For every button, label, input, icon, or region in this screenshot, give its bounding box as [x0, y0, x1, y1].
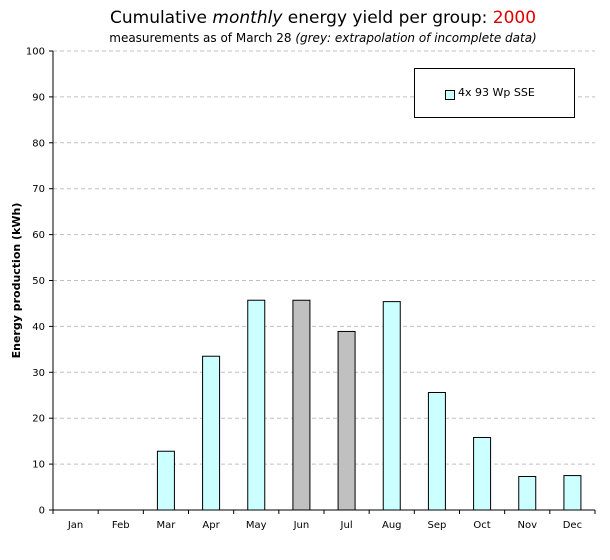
bar	[518, 475, 537, 511]
bar	[563, 475, 582, 511]
bar	[473, 436, 492, 511]
y-axis-label: Energy production (kWh)	[10, 203, 23, 359]
title-emphasis: monthly	[212, 8, 283, 28]
subtitle-text: measurements as of March 28	[109, 31, 292, 45]
subtitle-note: (grey: extrapolation of incomplete data)	[295, 31, 537, 45]
title-year: 2000	[492, 8, 537, 28]
x-tick-label: Aug	[382, 520, 402, 531]
chart-title: Cumulative monthly energy yield per grou…	[0, 8, 610, 28]
x-tick-label: Nov	[517, 520, 537, 531]
y-tick-label: 80	[32, 138, 45, 149]
y-tick-label: 30	[32, 368, 45, 379]
title-suffix: energy yield per group:	[287, 8, 488, 28]
bar	[247, 299, 266, 511]
bar	[382, 301, 401, 511]
y-tick-label: 90	[32, 92, 45, 103]
legend-swatch	[445, 90, 455, 100]
x-tick-label: Jul	[340, 520, 353, 531]
x-tick-label: Apr	[202, 520, 220, 531]
y-tick-label: 100	[26, 47, 45, 58]
y-tick-label: 10	[32, 460, 45, 471]
x-tick-label: May	[246, 520, 267, 531]
bar	[156, 450, 175, 511]
bar	[202, 355, 221, 511]
x-tick-label: Jun	[293, 520, 310, 531]
x-tick-label: Mar	[156, 520, 176, 531]
y-tick-label: 50	[32, 276, 45, 287]
x-tick-label: Feb	[112, 520, 130, 531]
x-tick-label: Sep	[427, 520, 446, 531]
y-tick-label: 40	[32, 322, 45, 333]
y-tick-label: 70	[32, 184, 45, 195]
bar	[427, 391, 446, 511]
legend-label: 4x 93 Wp SSE	[458, 86, 535, 99]
x-tick-label: Oct	[473, 520, 490, 531]
chart-subtitle: measurements as of March 28 (grey: extra…	[0, 31, 610, 45]
y-tick-label: 0	[39, 506, 45, 517]
bar	[292, 299, 311, 511]
y-tick-label: 60	[32, 230, 45, 241]
bar	[337, 330, 356, 511]
x-tick-label: Jan	[67, 520, 83, 531]
y-tick-label: 20	[32, 414, 45, 425]
title-prefix: Cumulative	[109, 8, 208, 28]
x-tick-label: Dec	[563, 520, 582, 531]
chart-legend: 4x 93 Wp SSE	[414, 68, 575, 118]
